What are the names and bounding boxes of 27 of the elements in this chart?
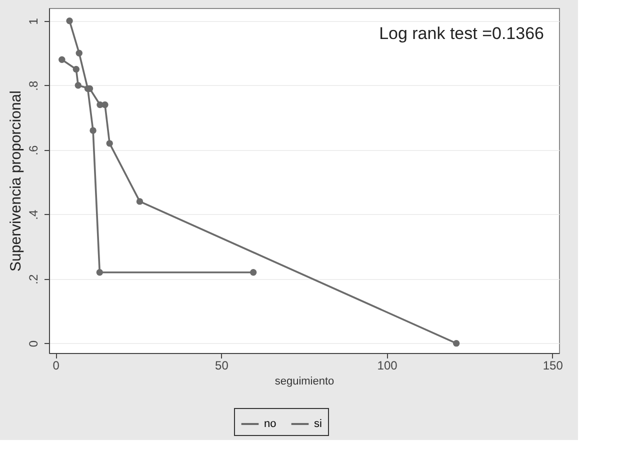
legend-label: si [314,418,322,430]
y-tick-label: .2 [26,274,40,284]
x-tick-label: 150 [542,358,564,372]
x-tick-label: 100 [377,358,398,372]
y-tick-label: .4 [26,210,40,220]
x-axis-title: seguimiento [274,376,334,388]
point [90,127,96,134]
y-axis-title: Supervivencia proporcional [8,90,24,272]
x-tick-label: 0 [52,358,60,372]
annotation: Log rank test =0.1366 [379,24,544,43]
point [76,50,82,56]
y-tick-label: 1 [26,18,40,25]
point [74,82,82,89]
y-tick-label: .8 [26,80,40,91]
point [452,340,460,347]
point [136,198,144,205]
y-tick-label: .6 [26,145,40,156]
point [102,101,108,108]
point [96,269,104,276]
legend-label: no [264,418,276,430]
x-tick-label: 50 [215,358,229,372]
point [250,269,257,276]
point [58,56,66,63]
y-tick-label: 0 [26,340,40,348]
point [106,140,113,147]
point [72,66,80,73]
point [66,18,73,24]
